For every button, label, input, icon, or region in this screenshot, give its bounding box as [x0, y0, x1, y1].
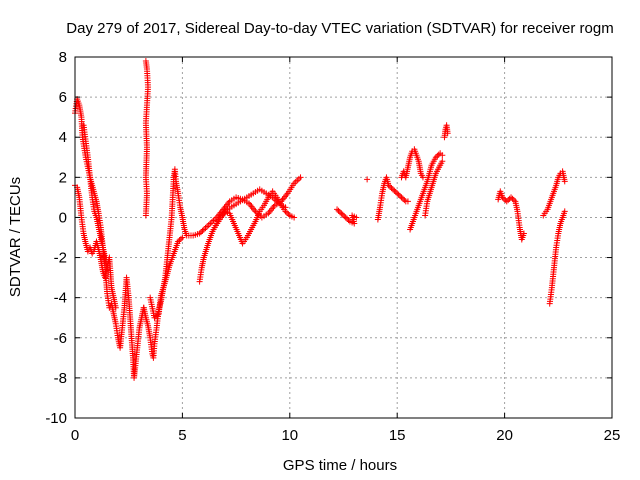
data-point-marker: [520, 230, 527, 237]
data-point-marker: [152, 313, 159, 320]
data-point-marker: [179, 234, 186, 241]
data-point-marker: [341, 213, 348, 220]
data-point-marker: [434, 152, 441, 159]
data-point-marker: [196, 230, 203, 237]
data-point-marker: [561, 178, 568, 185]
data-point-marker: [505, 197, 512, 204]
data-point-marker: [419, 174, 426, 181]
data-point-marker: [339, 211, 346, 218]
data-point-marker: [397, 193, 404, 200]
axis-ticks: 0 5 10 15 20 25 -10 -8 -6 -4 -2 0 2 4 6 8: [45, 49, 620, 444]
data-point-marker: [335, 207, 342, 214]
y-axis-label: SDTVAR / TECUs: [7, 177, 24, 297]
data-point-marker: [509, 195, 516, 202]
chart-grid: [75, 57, 612, 418]
data-point-marker: [345, 217, 352, 224]
data-point-marker: [399, 195, 406, 202]
data-point-marker: [385, 182, 392, 189]
x-tick-label: 10: [281, 427, 298, 444]
y-tick-label: -6: [54, 330, 67, 347]
y-tick-label: 8: [59, 49, 67, 66]
data-point-marker: [389, 186, 396, 193]
data-point-marker: [342, 214, 349, 221]
x-tick-label: 5: [178, 427, 186, 444]
x-tick-label: 20: [496, 427, 513, 444]
data-point-marker: [364, 176, 371, 183]
data-point-marker: [353, 214, 360, 221]
data-point-marker: [561, 208, 568, 215]
data-point-marker: [508, 194, 515, 201]
data-point-marker: [175, 238, 182, 245]
data-point-marker: [104, 266, 111, 273]
y-tick-label: 4: [59, 129, 67, 146]
data-point-marker: [283, 209, 290, 216]
data-point-marker: [395, 191, 402, 198]
y-tick-label: -10: [45, 410, 67, 427]
data-point-marker: [388, 185, 395, 192]
data-point-marker: [291, 214, 298, 221]
data-point-marker: [394, 190, 401, 197]
data-point-marker: [387, 183, 394, 190]
data-point-marker: [392, 189, 399, 196]
data-point-marker: [435, 151, 442, 158]
data-point-marker: [391, 187, 398, 194]
y-tick-label: 0: [59, 209, 67, 226]
data-point-marker: [500, 195, 507, 202]
data-point-marker: [338, 210, 345, 217]
y-tick-label: 6: [59, 89, 67, 106]
data-point-marker: [285, 211, 292, 218]
data-point-marker: [401, 197, 408, 204]
data-point-marker: [344, 215, 351, 222]
x-tick-label: 25: [604, 427, 621, 444]
data-point-marker: [297, 174, 304, 181]
chart-title: Day 279 of 2017, Sidereal Day-to-day VTE…: [66, 20, 613, 37]
y-tick-label: -4: [54, 290, 67, 307]
data-point-marker: [404, 198, 411, 205]
data-point-marker: [142, 212, 149, 219]
scatter-markers: [72, 58, 568, 381]
x-axis-label: GPS time / hours: [283, 457, 397, 474]
data-point-marker: [444, 130, 451, 137]
data-point-marker: [510, 197, 517, 204]
data-point-marker: [112, 304, 119, 311]
data-point-marker: [499, 194, 506, 201]
y-tick-label: -8: [54, 370, 67, 387]
data-point-marker: [177, 235, 184, 242]
data-point-marker: [439, 158, 446, 165]
data-point-marker: [334, 206, 341, 213]
y-tick-label: 2: [59, 169, 67, 186]
x-tick-label: 15: [389, 427, 406, 444]
x-tick-label: 0: [71, 427, 79, 444]
plot-frame: [74, 56, 613, 419]
data-point-marker: [199, 227, 206, 234]
data-point-marker: [176, 237, 183, 244]
data-point-marker: [398, 194, 405, 201]
data-point-marker: [336, 209, 343, 216]
data-point-marker: [282, 204, 289, 211]
data-point-marker: [198, 229, 205, 236]
data-point-marker: [432, 154, 439, 161]
y-tick-label: -2: [54, 250, 67, 267]
data-point-marker: [503, 198, 510, 205]
data-point-marker: [439, 152, 446, 159]
data-point-marker: [154, 312, 161, 319]
data-point-marker: [151, 314, 158, 321]
